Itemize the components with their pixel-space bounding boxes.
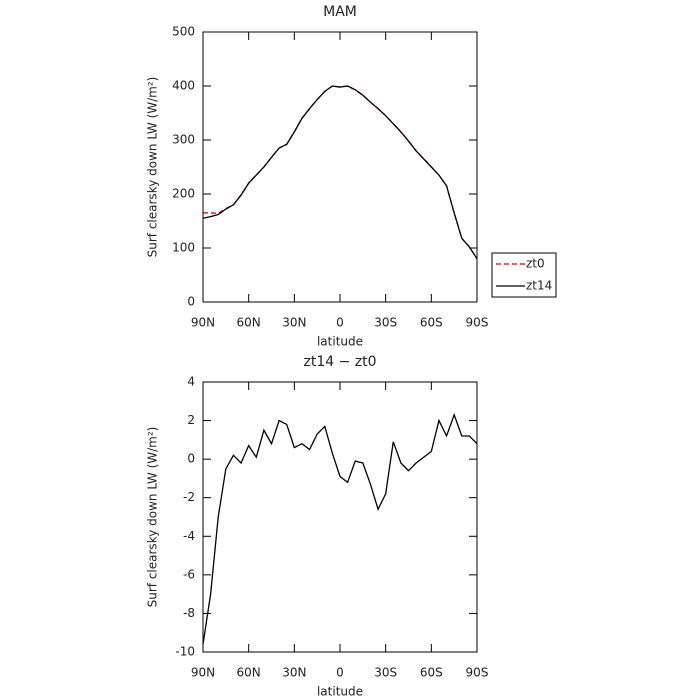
legend-label: zt14 — [526, 279, 552, 293]
y-tick-label: -6 — [183, 567, 195, 581]
y-axis-label: Surf clearsky down LW (W/m²) — [146, 77, 160, 258]
chart-title: MAM — [323, 4, 357, 20]
y-tick-label: 200 — [172, 187, 195, 201]
y-tick-label: 4 — [187, 375, 195, 389]
plot-frame — [202, 31, 478, 303]
y-tick-label: -2 — [183, 490, 195, 504]
y-tick-label: -10 — [175, 645, 195, 659]
data-line — [202, 85, 478, 260]
x-tick-label: 60N — [237, 666, 261, 680]
x-tick-label: 30S — [374, 316, 397, 330]
x-tick-label: 90S — [466, 316, 489, 330]
data-line — [202, 412, 478, 645]
legend-box — [491, 252, 557, 298]
legend-label: zt0 — [526, 257, 545, 271]
y-axis-label: Surf clearsky down LW (W/m²) — [146, 427, 160, 608]
x-tick-label: 90N — [191, 666, 215, 680]
x-tick-label: 60S — [420, 666, 443, 680]
y-tick-label: 300 — [172, 133, 195, 147]
x-tick-label: 0 — [336, 666, 344, 680]
x-tick-label: 30N — [282, 666, 306, 680]
y-tick-label: -8 — [183, 606, 195, 620]
x-tick-label: 90S — [466, 666, 489, 680]
y-tick-label: 2 — [187, 413, 195, 427]
chart-title: zt14 − zt0 — [303, 354, 376, 370]
x-tick-label: 60N — [237, 316, 261, 330]
y-tick-label: 400 — [172, 79, 195, 93]
x-tick-label: 0 — [336, 316, 344, 330]
plot-frame — [202, 381, 478, 653]
x-tick-label: 30S — [374, 666, 397, 680]
x-tick-label: 90N — [191, 316, 215, 330]
x-axis-label: latitude — [317, 335, 363, 349]
y-tick-label: 100 — [172, 241, 195, 255]
y-tick-label: 0 — [187, 452, 195, 466]
y-tick-label: 0 — [187, 295, 195, 309]
y-tick-label: 500 — [172, 25, 195, 39]
x-tick-label: 60S — [420, 316, 443, 330]
x-tick-label: 30N — [282, 316, 306, 330]
x-axis-label: latitude — [317, 685, 363, 699]
y-tick-label: -4 — [183, 529, 195, 543]
